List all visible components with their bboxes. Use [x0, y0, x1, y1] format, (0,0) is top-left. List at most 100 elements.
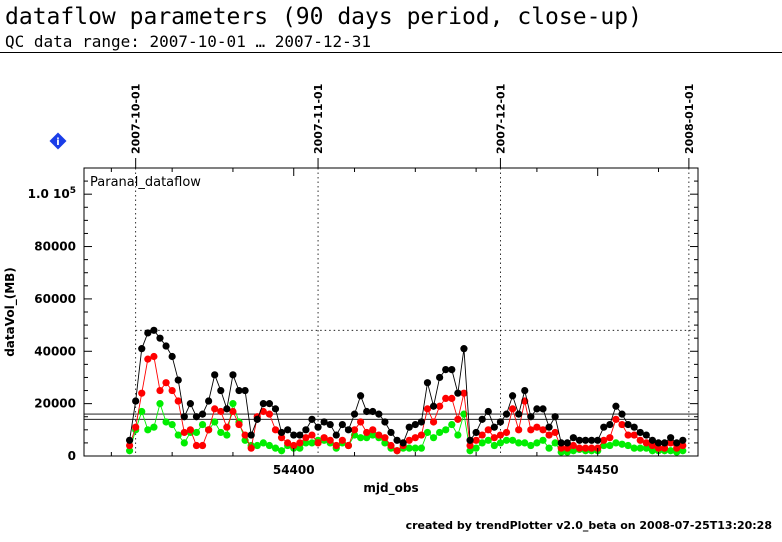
- data-point: [423, 405, 432, 413]
- x-tick-label: 54400: [273, 463, 315, 477]
- data-point: [581, 436, 590, 444]
- data-point: [247, 444, 255, 452]
- data-point: [150, 352, 158, 361]
- data-point: [679, 447, 687, 455]
- data-point: [375, 410, 383, 418]
- info-icon[interactable]: i: [49, 132, 67, 150]
- data-point: [454, 415, 462, 423]
- data-point: [211, 418, 219, 426]
- data-point: [588, 444, 596, 452]
- data-point: [654, 439, 663, 447]
- data-point: [174, 397, 182, 405]
- data-point: [484, 426, 492, 434]
- data-point: [296, 439, 304, 447]
- data-point: [156, 386, 164, 395]
- data-point: [417, 418, 425, 426]
- info-badge-label[interactable]: i: [56, 137, 59, 148]
- data-point: [223, 405, 231, 413]
- data-point: [235, 420, 243, 429]
- data-point: [472, 428, 480, 437]
- data-point: [630, 431, 638, 439]
- data-point: [624, 441, 632, 450]
- data-point: [484, 407, 492, 416]
- y-tick-label: 40000: [34, 344, 76, 358]
- data-point: [265, 400, 274, 408]
- y-axis-label: dataVol_(MB): [3, 267, 18, 357]
- data-point: [575, 444, 584, 452]
- data-point: [527, 413, 535, 421]
- data-point: [545, 444, 553, 452]
- data-point: [484, 436, 492, 444]
- data-point: [466, 441, 474, 450]
- data-point: [679, 441, 687, 450]
- data-point: [448, 394, 456, 402]
- data-point: [660, 444, 669, 452]
- data-point: [186, 426, 194, 434]
- data-point: [168, 420, 176, 429]
- data-point: [454, 389, 462, 397]
- data-point: [198, 420, 207, 429]
- data-point: [156, 400, 164, 408]
- data-point: [217, 428, 225, 437]
- data-point: [472, 444, 480, 452]
- data-point: [277, 447, 286, 455]
- data-point: [162, 379, 170, 387]
- data-point: [442, 426, 450, 434]
- data-point: [551, 439, 559, 447]
- data-point: [612, 439, 620, 447]
- data-point: [575, 436, 584, 444]
- data-point: [326, 436, 334, 444]
- data-point: [563, 439, 571, 447]
- page-subtitle: QC data range: 2007-10-01 … 2007-12-31: [5, 32, 372, 51]
- axis-layer: 0 20000 40000 60000 80000 1.0 105 54400 54450: [28, 168, 698, 477]
- data-point: [192, 441, 201, 450]
- data-point: [217, 407, 225, 416]
- data-point: [211, 405, 219, 413]
- data-point: [290, 441, 298, 450]
- data-point: [545, 431, 553, 439]
- plot-title: Paranal_dataflow: [90, 175, 201, 190]
- data-point: [478, 431, 486, 439]
- data-point: [429, 402, 438, 410]
- data-point: [138, 389, 146, 397]
- data-point: [198, 441, 207, 450]
- data-point: [417, 431, 425, 439]
- data-point: [192, 413, 201, 421]
- data-point: [436, 373, 444, 382]
- data-point: [673, 439, 681, 447]
- data-point: [606, 434, 614, 442]
- data-point: [551, 413, 559, 421]
- data-point: [369, 431, 377, 439]
- data-point: [132, 397, 140, 405]
- data-point: [357, 434, 365, 442]
- data-point: [338, 436, 346, 444]
- data-point: [527, 441, 535, 450]
- data-point: [211, 371, 219, 379]
- data-point: [411, 444, 419, 452]
- date-marker-label: 2007-10-01: [130, 84, 143, 154]
- data-point: [594, 436, 602, 444]
- data-point: [496, 418, 505, 426]
- data-point: [502, 436, 511, 444]
- data-point: [229, 407, 237, 416]
- data-point: [174, 376, 182, 384]
- data-point: [174, 431, 182, 439]
- date-marker-label: 2008-01-01: [683, 84, 696, 154]
- data-point: [241, 386, 249, 395]
- data-point: [132, 423, 140, 431]
- data-point: [423, 379, 432, 387]
- data-point: [363, 428, 371, 437]
- y-tick-label: 20000: [34, 397, 76, 411]
- date-marker-layer: 2007-10-01 2007-11-01 2007-12-01 2008-01-01: [130, 84, 696, 456]
- data-point: [314, 423, 322, 431]
- data-point: [223, 431, 231, 439]
- series-layer: [125, 326, 687, 456]
- data-point: [588, 436, 596, 444]
- data-point: [636, 428, 644, 437]
- data-point: [277, 428, 286, 437]
- data-point: [490, 434, 498, 442]
- data-point: [630, 423, 638, 431]
- data-point: [180, 428, 188, 437]
- data-point: [320, 434, 328, 442]
- data-point: [271, 405, 280, 413]
